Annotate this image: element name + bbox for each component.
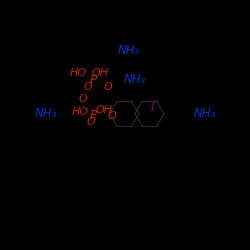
Text: NH₃: NH₃ bbox=[118, 44, 140, 57]
Text: HO: HO bbox=[72, 107, 89, 117]
Text: O: O bbox=[87, 118, 96, 128]
Text: OH: OH bbox=[92, 68, 108, 78]
Text: OH: OH bbox=[95, 105, 112, 115]
Text: ·: · bbox=[148, 102, 150, 113]
Text: HO: HO bbox=[70, 68, 87, 78]
Text: P: P bbox=[90, 109, 97, 122]
Text: NH₃: NH₃ bbox=[124, 72, 146, 86]
Text: P: P bbox=[90, 74, 97, 86]
Text: O: O bbox=[108, 111, 116, 121]
Text: O: O bbox=[78, 94, 87, 104]
Text: NH₃: NH₃ bbox=[194, 107, 216, 120]
Text: O: O bbox=[84, 82, 93, 92]
Text: I: I bbox=[150, 102, 154, 114]
Text: NH₃: NH₃ bbox=[34, 107, 57, 120]
Text: O: O bbox=[104, 82, 112, 92]
